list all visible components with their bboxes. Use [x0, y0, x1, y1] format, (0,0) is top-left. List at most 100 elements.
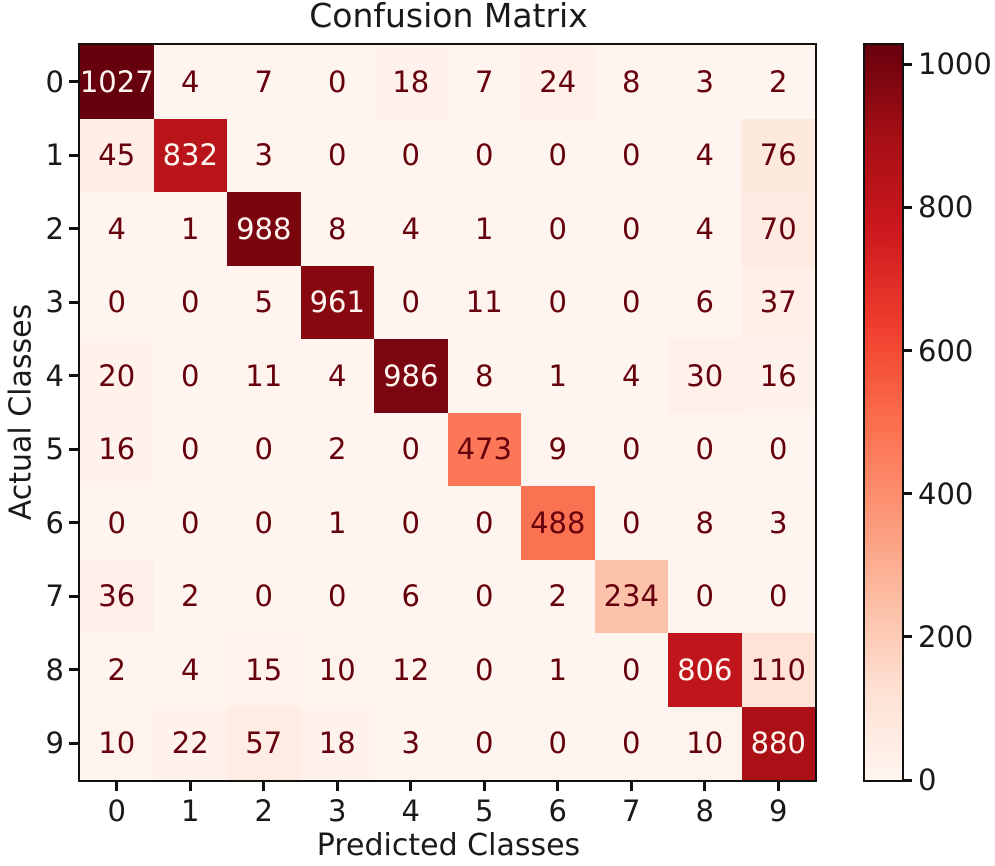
- matrix-cell-4-0: 20: [80, 339, 154, 413]
- matrix-cell-9-6: 0: [521, 706, 595, 780]
- matrix-cell-8-3: 10: [300, 633, 374, 707]
- matrix-cell-1-9: 76: [741, 118, 815, 192]
- y-tick-label-4: 4: [45, 358, 64, 393]
- matrix-cell-9-3: 18: [300, 706, 374, 780]
- matrix-cell-6-8: 8: [668, 486, 742, 560]
- matrix-cell-7-5: 0: [447, 559, 521, 633]
- matrix-cell-0-5: 7: [447, 45, 521, 119]
- y-tick-label-5: 5: [45, 432, 64, 467]
- matrix-cell-7-2: 0: [227, 559, 301, 633]
- tick-mark: [115, 780, 119, 791]
- matrix-cell-9-0: 10: [80, 706, 154, 780]
- matrix-cell-6-1: 0: [153, 486, 227, 560]
- matrix-cell-6-7: 0: [594, 486, 668, 560]
- tick-mark: [482, 780, 486, 791]
- matrix-cell-9-1: 22: [153, 706, 227, 780]
- y-tick-label-6: 6: [45, 505, 64, 540]
- tick-mark: [703, 780, 707, 791]
- matrix-cell-3-7: 0: [594, 265, 668, 339]
- colorbar-tick-label-200: 200: [918, 619, 974, 654]
- matrix-cell-6-5: 0: [447, 486, 521, 560]
- matrix-cell-6-3: 1: [300, 486, 374, 560]
- matrix-cell-1-7: 0: [594, 118, 668, 192]
- y-tick-label-3: 3: [45, 285, 64, 320]
- matrix-cell-6-2: 0: [227, 486, 301, 560]
- matrix-cell-2-5: 1: [447, 192, 521, 266]
- matrix-cell-7-9: 0: [741, 559, 815, 633]
- tick-mark: [409, 780, 413, 791]
- colorbar-tick-label-400: 400: [918, 476, 974, 511]
- matrix-cell-3-6: 0: [521, 265, 595, 339]
- tick-mark: [69, 300, 80, 304]
- colorbar-tick-label-1000: 1000: [918, 47, 992, 82]
- matrix-cell-2-6: 0: [521, 192, 595, 266]
- matrix-cell-8-2: 15: [227, 633, 301, 707]
- tick-mark: [902, 492, 912, 496]
- matrix-cell-8-1: 4: [153, 633, 227, 707]
- tick-mark: [556, 780, 560, 791]
- tick-mark: [629, 780, 633, 791]
- matrix-cell-0-7: 8: [594, 45, 668, 119]
- matrix-cell-2-8: 4: [668, 192, 742, 266]
- matrix-cell-0-2: 7: [227, 45, 301, 119]
- matrix-cell-7-0: 36: [80, 559, 154, 633]
- tick-mark: [776, 780, 780, 791]
- x-tick-label-9: 9: [769, 794, 788, 828]
- matrix-cell-2-4: 4: [374, 192, 448, 266]
- matrix-cell-4-2: 11: [227, 339, 301, 413]
- matrix-cell-2-2: 988: [227, 192, 301, 266]
- y-tick-label-1: 1: [45, 138, 64, 173]
- matrix-cell-2-7: 0: [594, 192, 668, 266]
- matrix-cell-8-7: 0: [594, 633, 668, 707]
- matrix-cell-1-0: 45: [80, 118, 154, 192]
- matrix-cell-6-4: 0: [374, 486, 448, 560]
- y-axis-label: Actual Classes: [3, 303, 39, 521]
- x-tick-label-6: 6: [548, 794, 567, 828]
- matrix-cell-1-5: 0: [447, 118, 521, 192]
- matrix-cell-1-1: 832: [153, 118, 227, 192]
- tick-mark: [69, 227, 80, 231]
- tick-mark: [69, 594, 80, 598]
- chart-title: Confusion Matrix: [309, 0, 588, 35]
- matrix-cell-5-5: 473: [447, 412, 521, 486]
- matrix-cell-3-0: 0: [80, 265, 154, 339]
- matrix-cell-5-8: 0: [668, 412, 742, 486]
- tick-mark: [69, 668, 80, 672]
- matrix-cell-1-6: 0: [521, 118, 595, 192]
- y-tick-label-0: 0: [45, 64, 64, 99]
- x-tick-label-7: 7: [622, 794, 641, 828]
- tick-mark: [69, 153, 80, 157]
- matrix-cell-4-8: 30: [668, 339, 742, 413]
- y-tick-label-8: 8: [45, 652, 64, 687]
- colorbar-tick-label-600: 600: [918, 333, 974, 368]
- matrix-cell-8-6: 1: [521, 633, 595, 707]
- matrix-cell-1-2: 3: [227, 118, 301, 192]
- matrix-cell-4-3: 4: [300, 339, 374, 413]
- tick-mark: [902, 205, 912, 209]
- matrix-cell-3-2: 5: [227, 265, 301, 339]
- matrix-cell-6-0: 0: [80, 486, 154, 560]
- matrix-cell-9-2: 57: [227, 706, 301, 780]
- matrix-cell-1-8: 4: [668, 118, 742, 192]
- matrix-cell-3-3: 961: [300, 265, 374, 339]
- matrix-cell-3-8: 6: [668, 265, 742, 339]
- matrix-cell-9-5: 0: [447, 706, 521, 780]
- x-tick-label-4: 4: [401, 794, 420, 828]
- matrix-cell-7-8: 0: [668, 559, 742, 633]
- tick-mark: [902, 349, 912, 353]
- matrix-cell-0-3: 0: [300, 45, 374, 119]
- matrix-cell-5-2: 0: [227, 412, 301, 486]
- matrix-cell-5-4: 0: [374, 412, 448, 486]
- matrix-cell-5-7: 0: [594, 412, 668, 486]
- matrix-cell-8-9: 110: [741, 633, 815, 707]
- matrix-cell-3-1: 0: [153, 265, 227, 339]
- matrix-cell-8-0: 2: [80, 633, 154, 707]
- matrix-cell-7-3: 0: [300, 559, 374, 633]
- x-tick-label-5: 5: [475, 794, 494, 828]
- matrix-cell-5-6: 9: [521, 412, 595, 486]
- matrix-cell-0-1: 4: [153, 45, 227, 119]
- matrix-cell-5-1: 0: [153, 412, 227, 486]
- tick-mark: [69, 741, 80, 745]
- tick-mark: [69, 521, 80, 525]
- matrix-cell-3-9: 37: [741, 265, 815, 339]
